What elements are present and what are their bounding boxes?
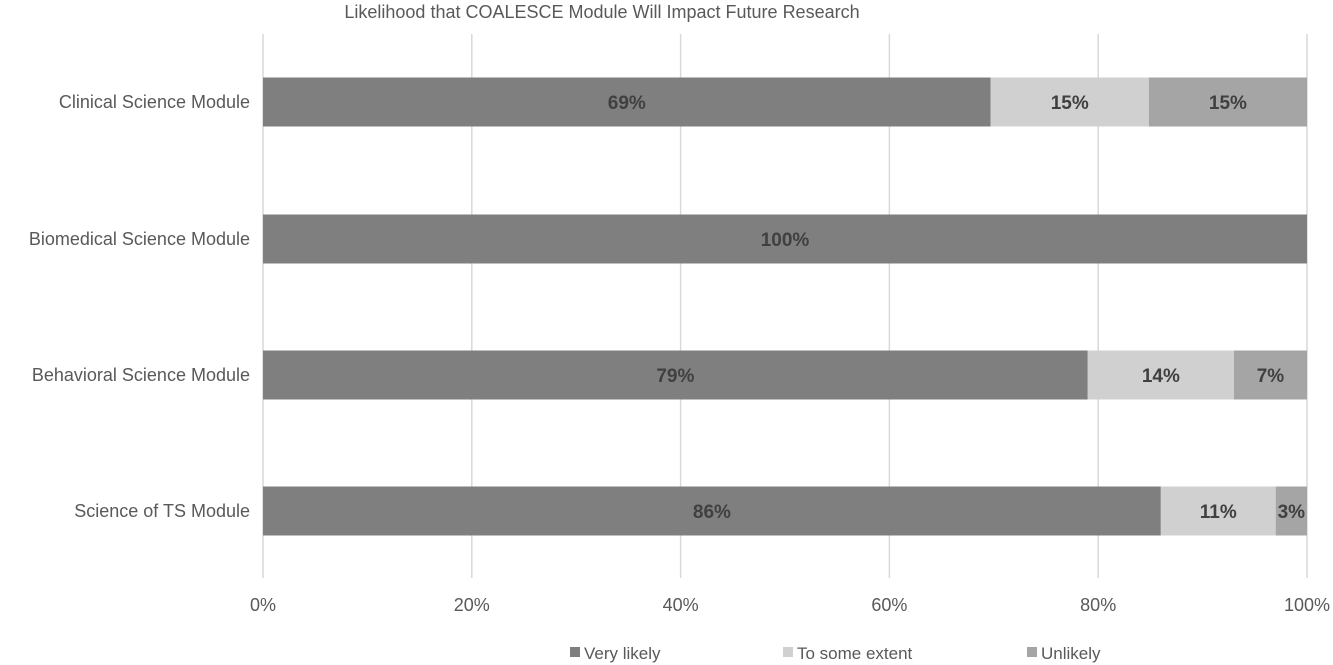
bar-segment bbox=[990, 77, 1149, 127]
legend-swatch bbox=[570, 647, 580, 657]
bar-segment bbox=[263, 77, 991, 127]
legend-label: Very likely bbox=[584, 644, 661, 663]
bar-segment bbox=[263, 350, 1088, 400]
data-label: 69% bbox=[608, 93, 646, 114]
category-labels: Clinical Science Module Biomedical Scienc… bbox=[29, 92, 250, 521]
x-tick-label: 60% bbox=[871, 595, 907, 615]
x-tick-label: 80% bbox=[1080, 595, 1116, 615]
legend-label: Unlikely bbox=[1041, 644, 1101, 663]
category-label: Science of TS Module bbox=[74, 501, 250, 521]
bar-segment bbox=[1087, 350, 1234, 400]
bar-segment bbox=[1275, 486, 1307, 536]
data-label: 7% bbox=[1257, 366, 1285, 387]
category-label: Clinical Science Module bbox=[59, 92, 250, 112]
data-label: 15% bbox=[1051, 93, 1089, 114]
data-label: 14% bbox=[1142, 366, 1180, 387]
bar-segment bbox=[263, 214, 1307, 264]
legend-swatch bbox=[783, 647, 793, 657]
category-label: Behavioral Science Module bbox=[32, 365, 250, 385]
x-tick-label: 20% bbox=[454, 595, 490, 615]
data-label: 11% bbox=[1200, 502, 1237, 523]
legend-swatch bbox=[1027, 647, 1037, 657]
chart-title: Likelihood that COALESCE Module Will Imp… bbox=[344, 2, 859, 22]
data-label: 79% bbox=[656, 366, 694, 387]
x-axis-tick-labels: 0% 20% 40% 60% 80% 100% bbox=[250, 595, 1330, 615]
bar-segment bbox=[263, 486, 1161, 536]
x-tick-label: 100% bbox=[1284, 595, 1330, 615]
legend-label: To some extent bbox=[797, 644, 913, 663]
bar-segment bbox=[1233, 350, 1307, 400]
bars-group: 69% 15% 15% 100% 79% 14% 7% 86% 11% 3% bbox=[263, 77, 1307, 536]
data-label: 100% bbox=[761, 230, 810, 251]
x-tick-label: 40% bbox=[663, 595, 699, 615]
data-label: 86% bbox=[693, 502, 731, 523]
data-label: 3% bbox=[1278, 502, 1306, 523]
data-label: 15% bbox=[1209, 93, 1247, 114]
category-label: Biomedical Science Module bbox=[29, 229, 250, 249]
x-tick-label: 0% bbox=[250, 595, 276, 615]
bar-segment bbox=[1160, 486, 1276, 536]
bar-segment bbox=[1148, 77, 1307, 127]
legend: Very likely To some extent Unlikely bbox=[570, 644, 1101, 663]
